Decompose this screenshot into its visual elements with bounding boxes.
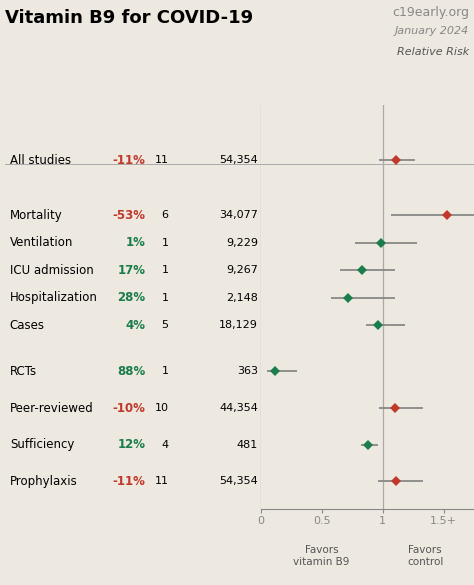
Text: 12%: 12% [118, 438, 146, 451]
Text: 88%: 88% [117, 365, 146, 378]
Text: 4%: 4% [126, 319, 146, 332]
Text: ICU admission: ICU admission [10, 264, 93, 277]
Text: 363: 363 [237, 366, 258, 376]
Text: 1: 1 [162, 266, 169, 276]
Text: RCTs: RCTs [10, 365, 37, 378]
Text: January 2024: January 2024 [395, 26, 469, 36]
Text: Ventilation: Ventilation [10, 236, 73, 249]
Text: 481: 481 [237, 440, 258, 450]
Text: 34,077: 34,077 [219, 211, 258, 221]
Text: 6: 6 [162, 211, 169, 221]
Text: c19early.org: c19early.org [392, 6, 469, 19]
Text: 9,229: 9,229 [226, 238, 258, 248]
Text: 18,129: 18,129 [219, 321, 258, 331]
Text: 1%: 1% [126, 236, 146, 249]
Text: 1: 1 [162, 366, 169, 376]
Text: 28%: 28% [118, 291, 146, 304]
Text: Hospitalization: Hospitalization [10, 291, 98, 304]
Text: -11%: -11% [113, 475, 146, 488]
Text: Mortality: Mortality [10, 209, 63, 222]
Text: Cases: Cases [10, 319, 45, 332]
Text: 54,354: 54,354 [219, 476, 258, 487]
Text: Favors
vitamin B9: Favors vitamin B9 [293, 545, 350, 567]
Text: -10%: -10% [113, 401, 146, 415]
Text: 1: 1 [162, 293, 169, 303]
Text: Vitamin B9 for COVID-19: Vitamin B9 for COVID-19 [5, 9, 253, 27]
Text: -11%: -11% [113, 154, 146, 167]
Text: 11: 11 [155, 156, 169, 166]
Text: Peer-reviewed: Peer-reviewed [10, 401, 93, 415]
Text: 9,267: 9,267 [226, 266, 258, 276]
Text: 1: 1 [162, 238, 169, 248]
Text: Favors
control: Favors control [407, 545, 444, 567]
Text: 10: 10 [155, 403, 169, 413]
Text: Prophylaxis: Prophylaxis [10, 475, 78, 488]
Text: 17%: 17% [118, 264, 146, 277]
Text: 44,354: 44,354 [219, 403, 258, 413]
Text: 2,148: 2,148 [226, 293, 258, 303]
Text: 4: 4 [162, 440, 169, 450]
Text: All studies: All studies [10, 154, 71, 167]
Text: 5: 5 [162, 321, 169, 331]
Text: 54,354: 54,354 [219, 156, 258, 166]
Text: Relative Risk: Relative Risk [397, 47, 469, 57]
Text: Sufficiency: Sufficiency [10, 438, 74, 451]
Text: -53%: -53% [112, 209, 146, 222]
Text: 11: 11 [155, 476, 169, 487]
